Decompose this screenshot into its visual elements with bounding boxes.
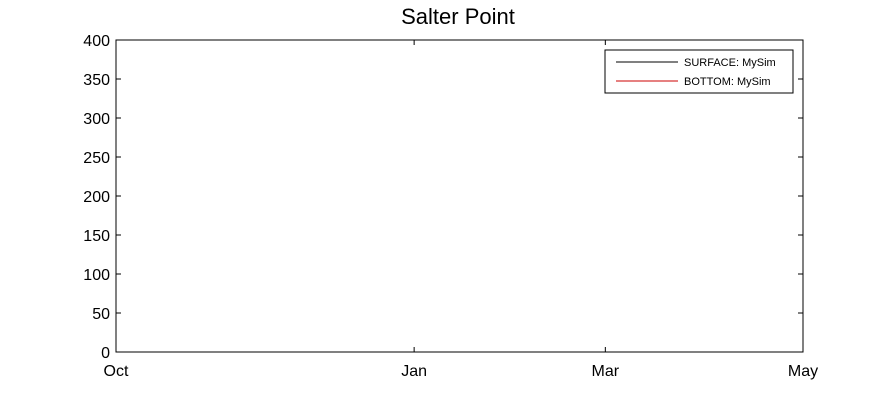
legend-label-surface: SURFACE: MySim [684, 57, 776, 69]
y-tick-label: 150 [83, 228, 110, 245]
y-tick-label: 400 [83, 33, 110, 50]
x-tick-label: Oct [104, 363, 129, 380]
legend: SURFACE: MySim BOTTOM: MySim [604, 49, 794, 94]
y-tick-label: 300 [83, 111, 110, 128]
y-tick-label: 350 [83, 72, 110, 89]
y-tick-label: 0 [101, 345, 110, 362]
y-tick-label: 200 [83, 189, 110, 206]
y-tick-label: 100 [83, 267, 110, 284]
y-tick-label: 250 [83, 150, 110, 167]
legend-box [604, 49, 794, 94]
x-tick-label: May [788, 363, 818, 380]
chart-title: Salter Point [401, 4, 515, 29]
y-axis: 0 50 100 150 200 250 300 350 400 [83, 33, 803, 362]
x-tick-label: Jan [401, 363, 427, 380]
x-axis: Oct Jan Mar May [104, 40, 818, 380]
y-tick-label: 50 [92, 306, 110, 323]
legend-label-bottom: BOTTOM: MySim [684, 76, 771, 88]
x-tick-label: Mar [592, 363, 620, 380]
